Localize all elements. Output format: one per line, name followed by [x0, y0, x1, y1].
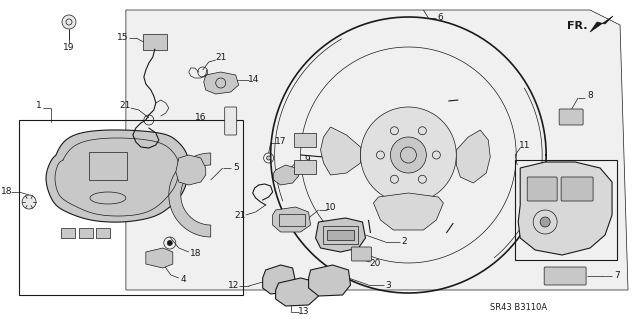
FancyBboxPatch shape	[79, 228, 93, 238]
Text: 20: 20	[370, 259, 381, 269]
FancyBboxPatch shape	[326, 230, 355, 240]
FancyBboxPatch shape	[96, 228, 110, 238]
Text: 10: 10	[324, 204, 336, 212]
Polygon shape	[126, 10, 628, 290]
Circle shape	[360, 107, 456, 203]
Polygon shape	[204, 72, 239, 94]
Text: 7: 7	[614, 271, 620, 280]
Text: 16: 16	[195, 114, 207, 122]
Polygon shape	[262, 265, 296, 294]
Text: 18: 18	[190, 249, 202, 258]
FancyBboxPatch shape	[559, 109, 583, 125]
Text: 14: 14	[248, 76, 259, 85]
Text: 4: 4	[181, 276, 187, 285]
Polygon shape	[169, 153, 211, 237]
Polygon shape	[374, 193, 444, 230]
Text: 1: 1	[36, 101, 42, 110]
Text: SR43 B3110A: SR43 B3110A	[490, 303, 547, 313]
Text: 9: 9	[305, 155, 310, 165]
Text: 17: 17	[275, 137, 286, 145]
FancyBboxPatch shape	[294, 133, 316, 147]
Text: 21: 21	[119, 101, 131, 110]
Text: 21: 21	[234, 211, 245, 219]
FancyBboxPatch shape	[351, 247, 371, 261]
Text: 11: 11	[520, 140, 531, 150]
Text: 21: 21	[215, 54, 227, 63]
FancyBboxPatch shape	[527, 177, 557, 201]
Polygon shape	[274, 165, 299, 185]
FancyBboxPatch shape	[61, 228, 75, 238]
Text: 13: 13	[298, 308, 309, 316]
Text: FR.: FR.	[567, 21, 588, 31]
Circle shape	[390, 137, 426, 173]
Polygon shape	[176, 155, 205, 185]
Polygon shape	[316, 218, 365, 252]
Text: 8: 8	[588, 91, 593, 100]
Polygon shape	[321, 127, 360, 175]
Text: 6: 6	[438, 13, 444, 23]
Polygon shape	[590, 16, 613, 32]
FancyBboxPatch shape	[143, 34, 167, 50]
Polygon shape	[308, 265, 351, 296]
Circle shape	[167, 241, 172, 246]
FancyBboxPatch shape	[561, 177, 593, 201]
Circle shape	[267, 156, 271, 160]
Circle shape	[540, 217, 550, 227]
Text: 2: 2	[401, 238, 407, 247]
Circle shape	[22, 195, 36, 209]
Polygon shape	[456, 130, 490, 183]
Text: 15: 15	[117, 33, 129, 42]
Polygon shape	[276, 278, 319, 306]
Polygon shape	[146, 248, 173, 268]
Text: 12: 12	[228, 281, 239, 291]
Text: 5: 5	[233, 164, 239, 173]
Text: 3: 3	[385, 280, 391, 290]
Text: H: H	[102, 159, 115, 174]
Polygon shape	[273, 207, 310, 232]
Text: 19: 19	[63, 43, 75, 53]
Text: 18: 18	[1, 188, 13, 197]
Circle shape	[62, 15, 76, 29]
Polygon shape	[518, 162, 612, 255]
FancyBboxPatch shape	[294, 160, 316, 174]
FancyBboxPatch shape	[225, 107, 237, 135]
FancyBboxPatch shape	[544, 267, 586, 285]
Polygon shape	[46, 130, 189, 222]
